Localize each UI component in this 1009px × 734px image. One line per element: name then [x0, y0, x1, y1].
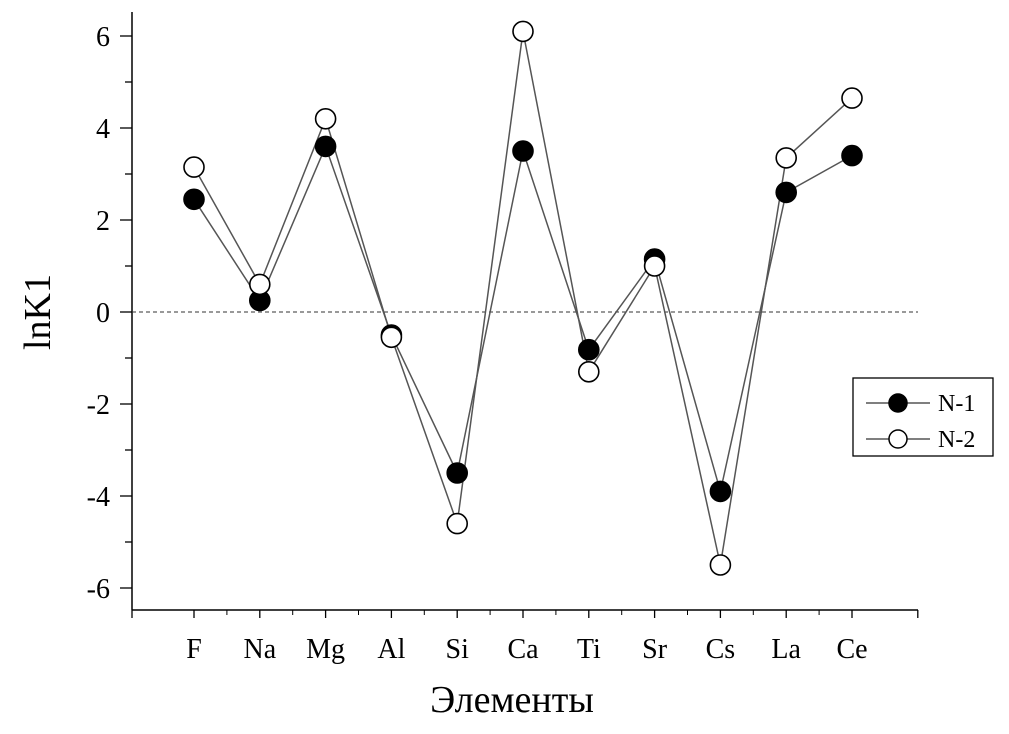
- x-tick-label: Sr: [642, 634, 668, 665]
- x-tick-label: Na: [243, 634, 276, 665]
- x-tick-label: La: [771, 634, 801, 665]
- data-point-n-1: [841, 144, 863, 167]
- data-point-n-2: [577, 360, 600, 383]
- legend-marker-n2: [888, 429, 908, 449]
- data-point-n-1: [314, 135, 337, 158]
- data-point-n-2: [446, 512, 469, 535]
- x-tick-label: Cs: [706, 634, 736, 665]
- data-point-n-1: [446, 462, 469, 484]
- x-tick-label: Ce: [836, 634, 867, 665]
- series-line-n-1: [193, 144, 853, 492]
- series-group: [183, 20, 863, 576]
- y-tick-label: -4: [87, 482, 110, 513]
- data-point-n-1: [775, 181, 798, 204]
- legend-label-n1: N-1: [938, 391, 975, 417]
- data-point-n-2: [380, 326, 403, 349]
- legend: N-1 N-2: [852, 377, 994, 457]
- x-tick-label: Mg: [306, 634, 345, 665]
- data-point-n-2: [775, 147, 798, 169]
- x-axis-ticks: F Na Mg Al Si Ca Ti Sr Cs La Ce: [131, 610, 919, 665]
- y-tick-label: 6: [96, 22, 110, 53]
- x-tick-label: Ti: [577, 634, 601, 665]
- data-point-n-2: [314, 108, 337, 130]
- legend-marker-n1: [888, 393, 908, 413]
- y-tick-label: 0: [96, 298, 110, 329]
- y-tick-label: 2: [96, 206, 110, 237]
- y-tick-label: -6: [87, 574, 110, 605]
- data-point-n-1: [577, 338, 600, 361]
- x-tick-label: Al: [377, 634, 405, 665]
- y-axis-ticks: -6 -4 -2 0 2 4 6: [87, 22, 132, 605]
- data-point-n-1: [709, 480, 732, 503]
- data-point-n-2: [248, 273, 271, 296]
- data-point-n-2: [643, 255, 666, 277]
- data-point-n-1: [512, 140, 534, 162]
- x-axis-title: Элементы: [430, 679, 594, 721]
- data-point-n-2: [709, 554, 732, 576]
- x-tick-label: Si: [446, 634, 470, 665]
- data-point-n-1: [183, 188, 205, 211]
- legend-box: [852, 377, 994, 457]
- data-point-n-2: [512, 20, 534, 43]
- x-tick-label: F: [186, 634, 202, 665]
- y-axis-title: lnK1: [17, 274, 59, 350]
- series-line-n-2: [193, 31, 853, 566]
- legend-label-n2: N-2: [938, 427, 975, 453]
- data-point-n-2: [841, 87, 863, 109]
- axes: [131, 12, 918, 611]
- y-tick-label: 4: [96, 114, 110, 145]
- data-point-n-2: [183, 156, 205, 178]
- x-tick-label: Ca: [507, 634, 539, 665]
- y-tick-label: -2: [87, 390, 110, 421]
